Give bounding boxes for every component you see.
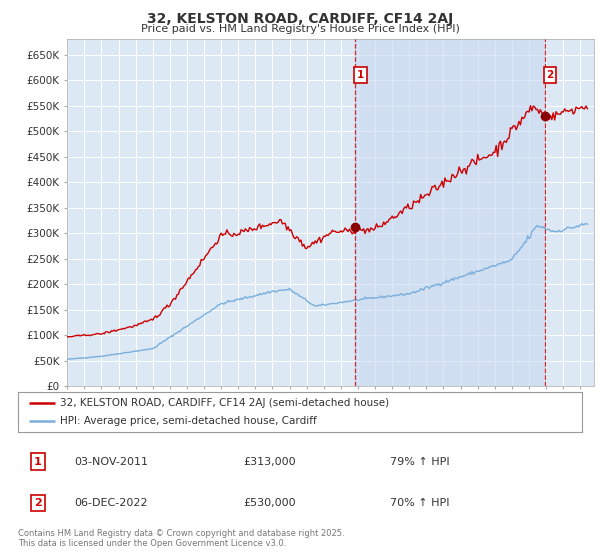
Text: 32, KELSTON ROAD, CARDIFF, CF14 2AJ (semi-detached house): 32, KELSTON ROAD, CARDIFF, CF14 2AJ (sem… bbox=[60, 398, 389, 408]
Text: Contains HM Land Registry data © Crown copyright and database right 2025.
This d: Contains HM Land Registry data © Crown c… bbox=[18, 529, 344, 548]
Text: 2: 2 bbox=[546, 70, 553, 80]
Text: 32, KELSTON ROAD, CARDIFF, CF14 2AJ: 32, KELSTON ROAD, CARDIFF, CF14 2AJ bbox=[147, 12, 453, 26]
Text: 2: 2 bbox=[34, 498, 41, 508]
Text: 03-NOV-2011: 03-NOV-2011 bbox=[74, 456, 148, 466]
Text: 06-DEC-2022: 06-DEC-2022 bbox=[74, 498, 148, 508]
Bar bbox=[355, 39, 545, 386]
Text: £530,000: £530,000 bbox=[244, 498, 296, 508]
Text: Price paid vs. HM Land Registry's House Price Index (HPI): Price paid vs. HM Land Registry's House … bbox=[140, 24, 460, 34]
Text: HPI: Average price, semi-detached house, Cardiff: HPI: Average price, semi-detached house,… bbox=[60, 417, 317, 426]
Text: £313,000: £313,000 bbox=[244, 456, 296, 466]
Text: 79% ↑ HPI: 79% ↑ HPI bbox=[390, 456, 450, 466]
Text: 1: 1 bbox=[357, 70, 364, 80]
Text: 70% ↑ HPI: 70% ↑ HPI bbox=[390, 498, 450, 508]
Text: 1: 1 bbox=[34, 456, 41, 466]
